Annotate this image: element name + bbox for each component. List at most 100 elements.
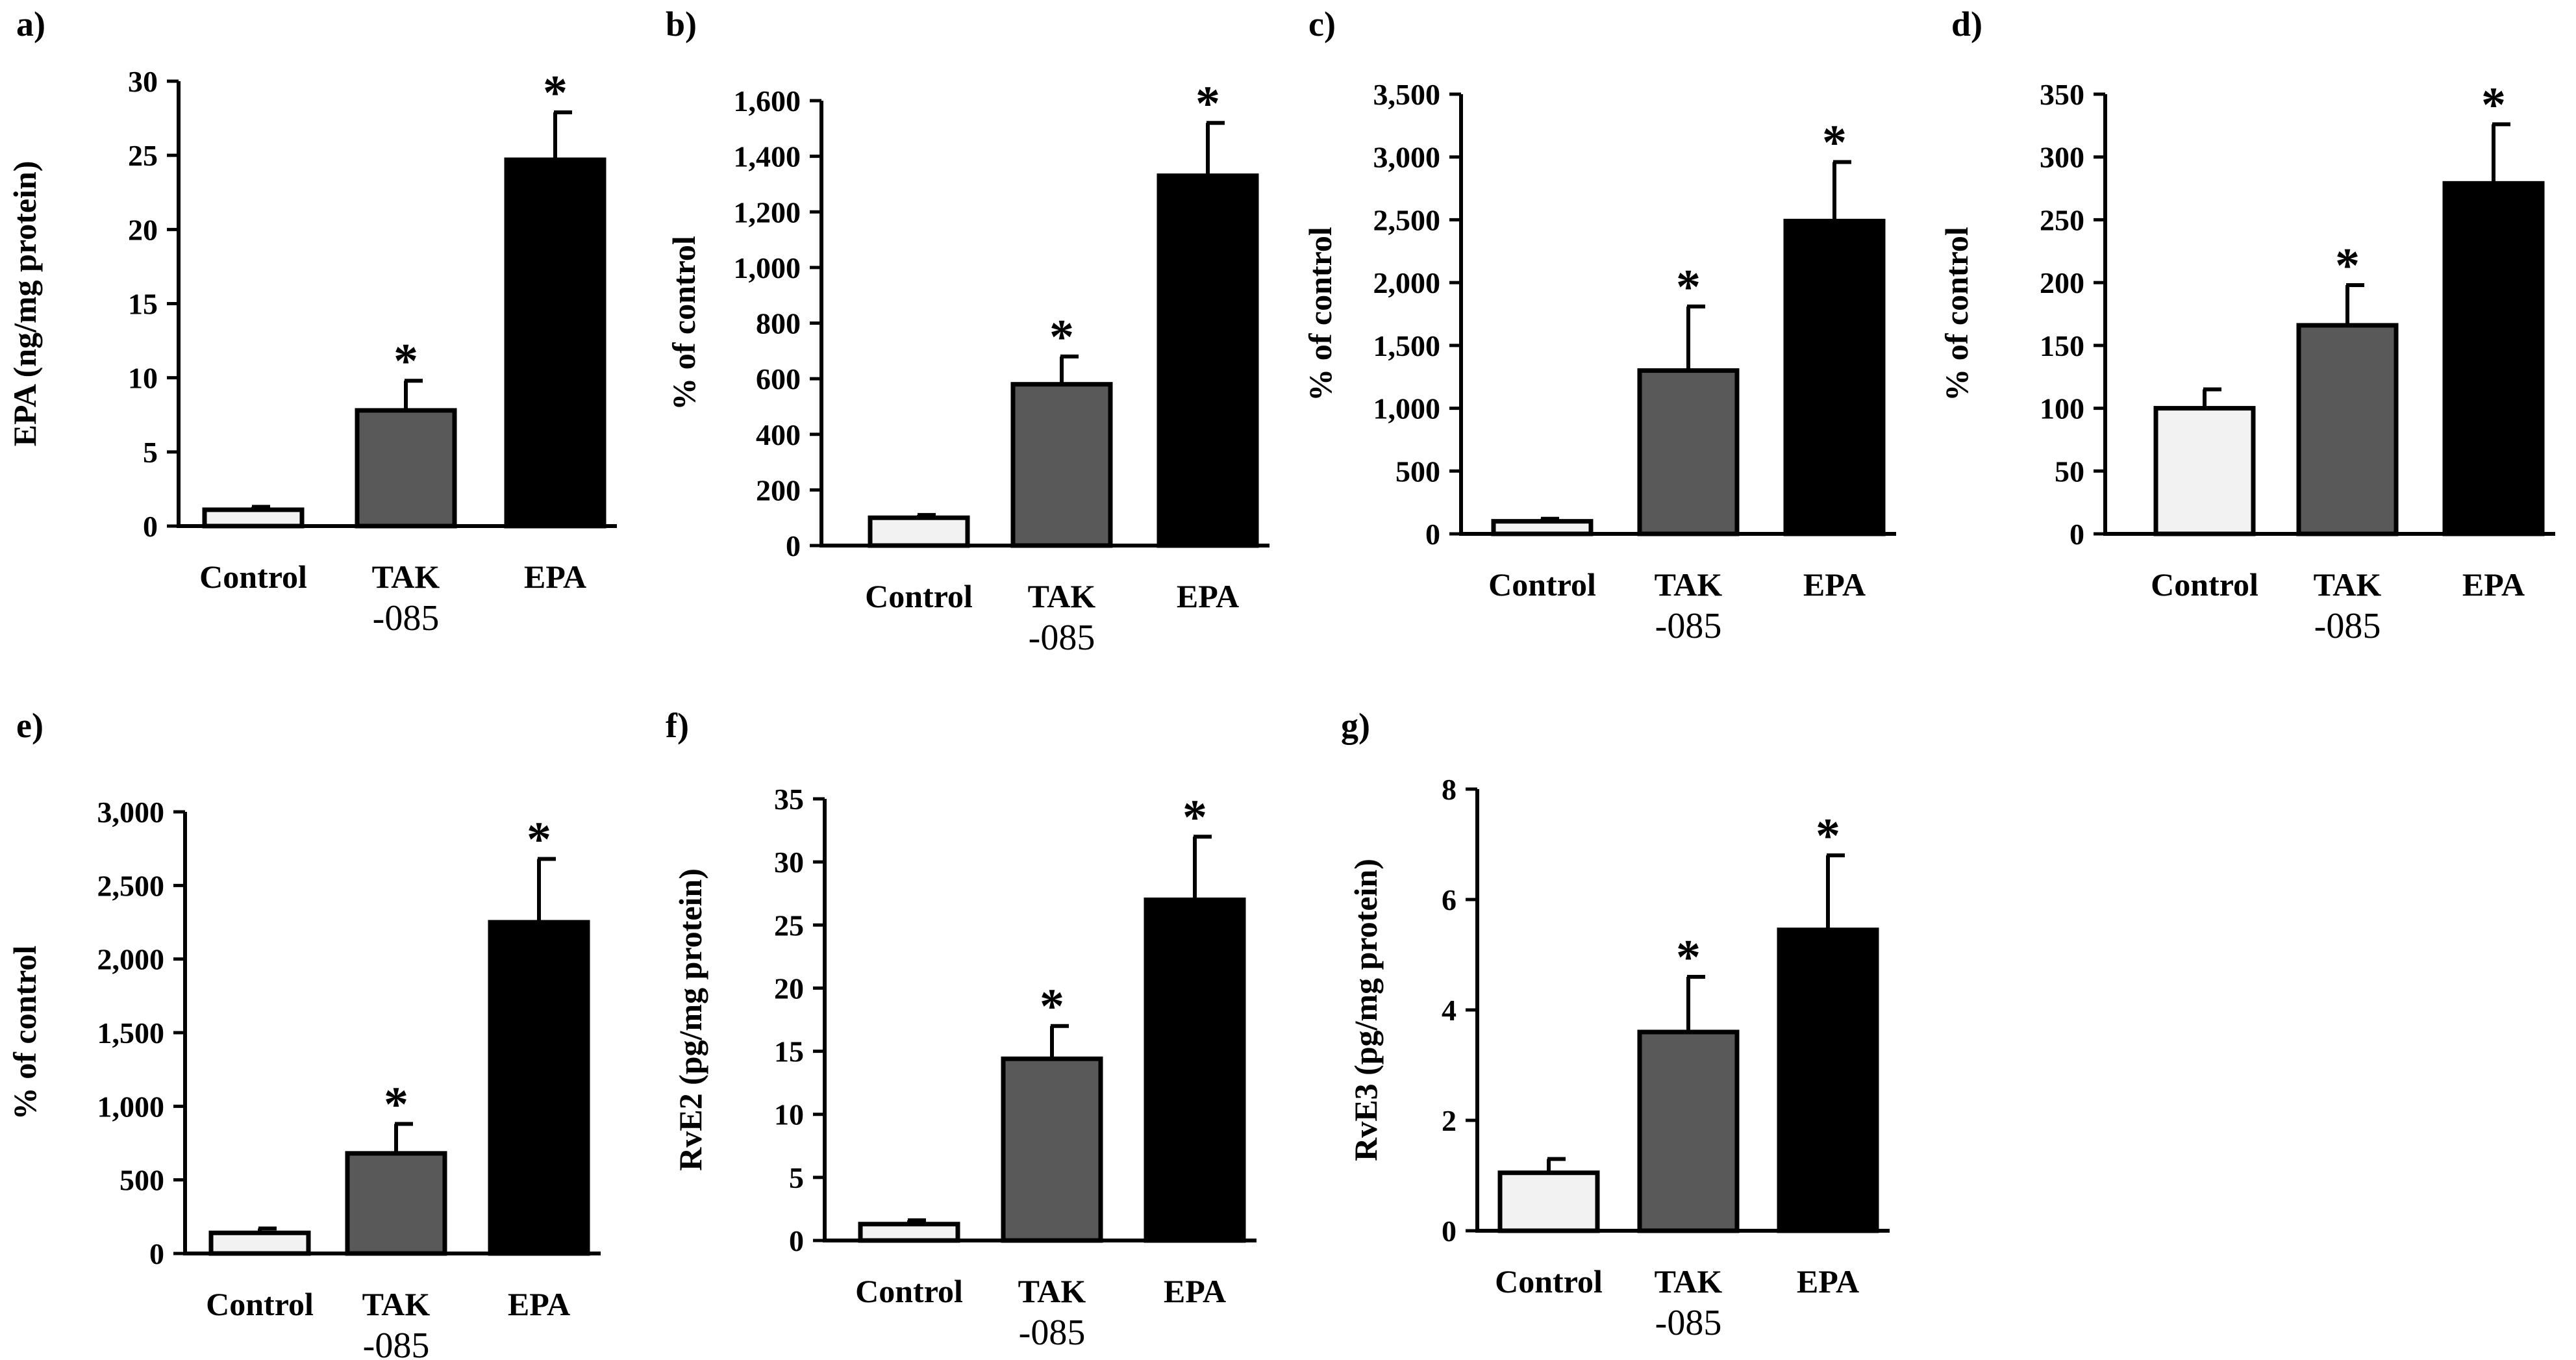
y-tick-label: 600	[756, 362, 801, 396]
x-category-label: EPA	[508, 1286, 570, 1322]
y-tick-label: 800	[756, 307, 801, 340]
x-category-label: Control	[2151, 566, 2258, 603]
y-tick-label: 5	[789, 1161, 804, 1194]
panel-label: d)	[1951, 5, 1982, 44]
y-tick-label: 500	[1395, 455, 1440, 488]
x-category-sublabel: -085	[1655, 606, 1722, 646]
y-tick-label: 0	[1425, 518, 1440, 551]
y-axis-label: % of control	[666, 236, 702, 410]
y-tick-label: 6	[1442, 883, 1457, 916]
x-category-label: TAK	[1655, 1263, 1723, 1300]
y-tick-label: 3,500	[1373, 78, 1441, 111]
significance-star: *	[1040, 979, 1064, 1034]
bar-epa	[1783, 218, 1886, 536]
y-tick-label: 20	[128, 213, 158, 246]
y-tick-label: 35	[774, 783, 804, 816]
x-category-label: Control	[199, 559, 307, 595]
bar-control	[202, 507, 305, 529]
panel-e: e) % of control 0 500 1,000 1,500 2,000 2,500 3,…	[0, 695, 649, 1360]
y-tick-label: 15	[774, 1035, 804, 1068]
y-tick-label: 1,000	[97, 1090, 165, 1123]
y-tick-label: 3,000	[97, 796, 165, 829]
y-tick-label: 20	[774, 972, 804, 1005]
x-category-label: EPA	[1797, 1263, 1859, 1300]
y-tick-label: 5	[143, 436, 158, 469]
chart-b: b) % of control 0 200 400 600 800 1,000 1,200 1,4…	[666, 5, 1269, 658]
panel-a: a) EPA (ng/mg protein) 0 5 10 15 20 25 30 Control…	[0, 0, 636, 675]
y-tick-label: 3,000	[1373, 141, 1441, 174]
y-tick-label: 200	[756, 473, 801, 507]
x-category-label: TAK	[2314, 566, 2382, 603]
y-tick-label: 0	[786, 529, 801, 562]
y-tick-label: 30	[128, 65, 158, 98]
chart-f: f) RvE2 (pg/mg protein) 0 5 10 15 20 25 30 35 Cont…	[666, 706, 1257, 1353]
panel-d: d) % of control 0 50 100 150 200 250 300 350 Contr…	[1935, 0, 2571, 675]
y-tick-label: 100	[2040, 392, 2084, 425]
y-tick-label: 25	[128, 139, 158, 172]
y-tick-label: 0	[149, 1237, 164, 1270]
significance-star: *	[1676, 930, 1701, 985]
panel-label: g)	[1341, 706, 1370, 745]
x-category-label: EPA	[1177, 578, 1239, 614]
y-tick-label: 0	[789, 1224, 804, 1257]
bar-epa	[1777, 927, 1879, 1233]
bar-control	[2153, 406, 2256, 536]
panel-label: e)	[16, 706, 44, 745]
significance-star: *	[2481, 77, 2506, 132]
y-tick-label: 250	[2040, 203, 2084, 236]
panel-label: b)	[666, 5, 697, 44]
y-axis-label: % of control	[1302, 227, 1338, 401]
y-tick-label: 2,000	[97, 943, 165, 976]
bar-tak	[1637, 1029, 1740, 1233]
significance-star: *	[527, 812, 551, 867]
y-tick-label: 200	[2040, 266, 2084, 299]
y-tick-label: 25	[774, 909, 804, 942]
x-category-label: TAK	[1018, 1273, 1086, 1309]
x-category-label: EPA	[524, 559, 586, 595]
x-category-label: EPA	[1803, 566, 1866, 603]
x-category-label: TAK	[1028, 578, 1096, 614]
bar-tak	[1010, 382, 1113, 548]
chart-a: a) EPA (ng/mg protein) 0 5 10 15 20 25 30 Control…	[6, 5, 617, 638]
bar-epa	[504, 157, 606, 529]
y-tick-label: 4	[1442, 994, 1457, 1027]
y-tick-label: 150	[2040, 329, 2084, 362]
x-category-sublabel: -085	[1655, 1303, 1722, 1343]
bar-tak	[345, 1151, 447, 1256]
x-category-sublabel: -085	[373, 598, 440, 638]
significance-star: *	[1676, 260, 1701, 314]
y-tick-label: 0	[1442, 1215, 1457, 1248]
y-tick-label: 1,600	[734, 84, 801, 118]
x-category-label: TAK	[372, 559, 440, 595]
y-tick-label: 1,000	[734, 251, 801, 284]
y-tick-label: 30	[774, 846, 804, 879]
y-tick-label: 10	[128, 362, 158, 395]
significance-star: *	[1822, 115, 1847, 170]
y-tick-label: 2,500	[1373, 203, 1441, 236]
panel-b: b) % of control 0 200 400 600 800 1,000 1,200 1,4…	[649, 0, 1286, 675]
y-tick-label: 350	[2040, 78, 2084, 111]
significance-star: *	[543, 66, 568, 120]
y-tick-label: 1,400	[734, 140, 801, 173]
x-category-label: Control	[206, 1286, 314, 1322]
panel-f: f) RvE2 (pg/mg protein) 0 5 10 15 20 25 30 35 Cont…	[649, 695, 1299, 1360]
significance-star: *	[1816, 809, 1840, 863]
bar-epa	[1157, 173, 1259, 548]
x-category-label: TAK	[1655, 566, 1723, 603]
y-tick-label: 500	[119, 1164, 164, 1197]
y-tick-label: 2,000	[1373, 266, 1441, 299]
panel-label: a)	[16, 5, 45, 44]
x-category-sublabel: -085	[1019, 1313, 1086, 1353]
x-category-label: TAK	[362, 1286, 431, 1322]
y-tick-label: 0	[143, 510, 158, 543]
significance-star: *	[1049, 310, 1074, 364]
x-category-label: EPA	[1164, 1273, 1226, 1309]
x-category-label: EPA	[2462, 566, 2525, 603]
x-category-label: Control	[865, 578, 973, 614]
panel-c: c) % of control 0 500 1,000 1,500 2,000 2,500 3,…	[1292, 0, 1929, 675]
bar-epa	[488, 920, 590, 1256]
y-axis-label: % of control	[6, 946, 43, 1120]
bar-control	[868, 515, 970, 548]
y-tick-label: 2	[1442, 1104, 1457, 1137]
y-tick-label: 1,500	[97, 1016, 165, 1050]
